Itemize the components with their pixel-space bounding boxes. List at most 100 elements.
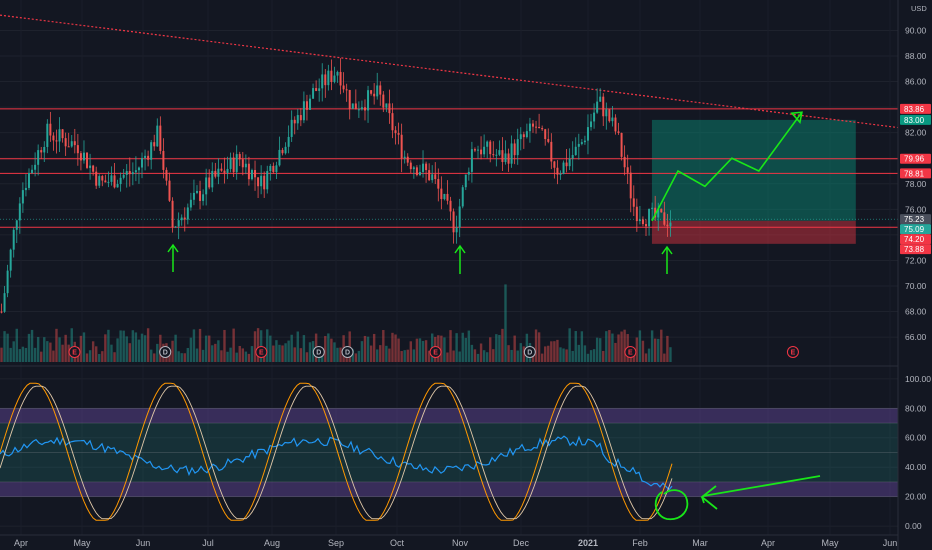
- volume-bar: [61, 344, 64, 362]
- long-position-tool[interactable]: [651, 119, 856, 244]
- volume-bar: [146, 328, 150, 362]
- candle-body: [580, 142, 583, 144]
- volume-bar: [256, 328, 260, 362]
- volume-bar: [327, 333, 330, 362]
- candle-body: [3, 293, 6, 312]
- candle-body: [205, 177, 208, 195]
- price-tag-box: [900, 234, 931, 245]
- volume-bar: [49, 342, 52, 362]
- price-tick-label: 86.00: [905, 77, 927, 87]
- volume-bar: [568, 328, 571, 362]
- volume-bar: [79, 335, 83, 362]
- time-tick-label: Jun: [883, 538, 898, 548]
- volume-bar: [143, 335, 147, 362]
- candle-body: [669, 222, 672, 227]
- volume-bar: [449, 330, 452, 362]
- volume-bar: [556, 339, 559, 362]
- candle-body: [507, 153, 510, 164]
- candle-body: [76, 145, 79, 154]
- candle-body: [296, 115, 299, 124]
- event-marker-label: D: [527, 350, 532, 357]
- volume-bar: [617, 334, 620, 362]
- volume-bar: [85, 353, 89, 362]
- price-tick-label: 82.00: [905, 128, 927, 138]
- price-tag-box: [900, 244, 931, 255]
- candle-body: [333, 75, 336, 83]
- volume-bar: [565, 349, 568, 362]
- volume-bar: [540, 353, 544, 362]
- volume-bar: [250, 346, 254, 362]
- volume-bar: [122, 330, 125, 362]
- volume-bar: [305, 352, 309, 362]
- event-marker-label: E: [628, 350, 633, 357]
- volume-bar: [12, 341, 15, 362]
- volume-bar: [302, 335, 306, 362]
- candle-body: [257, 177, 260, 187]
- volume-bar: [470, 344, 474, 362]
- volume-bar: [406, 349, 409, 362]
- candle-body: [98, 176, 101, 186]
- candle-body: [489, 141, 492, 155]
- time-tick-label: Dec: [513, 538, 530, 548]
- candle-body: [18, 203, 21, 221]
- oscillator-bands: [0, 407, 898, 497]
- volume-bar: [58, 337, 61, 362]
- volume-bar: [180, 353, 183, 362]
- oscillator-lines: [0, 382, 673, 521]
- time-axis-ticks[interactable]: Apr May Jun Jul Aug Sep Oct Nov Dec 2021 Feb Mar Apr…: [14, 538, 897, 548]
- candle-body: [428, 170, 431, 181]
- volume-bar: [204, 335, 208, 362]
- candle-body: [254, 170, 257, 178]
- candle-body: [281, 149, 284, 154]
- candle-body: [498, 150, 501, 155]
- price-tag-label: 75.09: [904, 225, 925, 234]
- volume-bar: [513, 335, 516, 362]
- volume-bar: [336, 347, 339, 362]
- volume-bar: [211, 345, 214, 362]
- candle-body: [455, 227, 458, 233]
- volume-bar: [27, 333, 31, 362]
- volume-bar: [287, 340, 290, 362]
- candle-body: [440, 188, 443, 200]
- volume-bar: [495, 334, 498, 362]
- candle-body: [632, 198, 635, 207]
- volume-bar: [669, 347, 672, 362]
- volume-bar: [296, 331, 299, 362]
- volume-bar: [534, 329, 538, 362]
- candle-body: [79, 153, 82, 161]
- candle-body: [635, 206, 638, 222]
- projection-path[interactable]: [651, 111, 803, 222]
- volume-bar: [6, 333, 9, 362]
- trendline[interactable]: [0, 14, 899, 129]
- volume-bar: [82, 332, 86, 362]
- price-axis[interactable]: [898, 0, 932, 550]
- volume-bar: [43, 337, 46, 362]
- event-marker-circle: [341, 346, 354, 358]
- volume-bar: [391, 332, 394, 362]
- volume-bar: [18, 349, 22, 362]
- candle-body: [263, 175, 266, 190]
- volume-bar: [131, 330, 135, 362]
- candle-body: [327, 70, 330, 86]
- candle-body: [141, 157, 144, 168]
- horizontal-levels[interactable]: [0, 108, 898, 228]
- volume-bar: [595, 337, 599, 362]
- candle-body: [305, 101, 308, 110]
- volume-bar: [137, 339, 141, 362]
- candle-body: [648, 208, 651, 227]
- candle-body: [608, 109, 611, 122]
- volume-bar: [653, 338, 657, 362]
- event-marker-label: D: [163, 350, 168, 357]
- oscillator-tick-label: 60.00: [905, 433, 927, 443]
- price-tick-label: 68.00: [905, 307, 927, 317]
- candle-body: [602, 96, 605, 117]
- candle-body: [284, 146, 287, 154]
- candle-body: [208, 177, 211, 188]
- volume-bar: [498, 334, 501, 362]
- candle-body: [312, 88, 315, 99]
- time-tick-label: Mar: [692, 538, 708, 548]
- candle-body: [660, 208, 663, 213]
- volume-bar: [324, 336, 327, 362]
